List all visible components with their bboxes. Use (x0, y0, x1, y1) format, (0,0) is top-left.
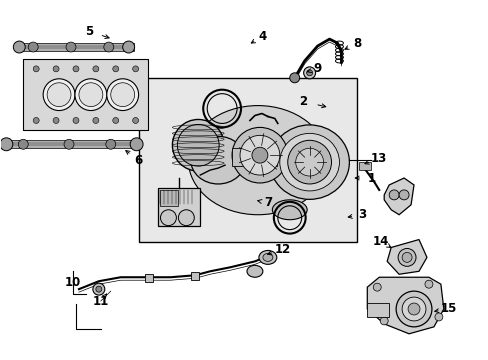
Bar (191, 272, 199, 280)
Text: 10: 10 (65, 276, 81, 289)
Text: 5: 5 (84, 24, 93, 38)
Ellipse shape (130, 138, 143, 151)
Circle shape (53, 66, 59, 72)
Circle shape (232, 127, 287, 183)
Circle shape (93, 283, 104, 295)
Circle shape (33, 66, 39, 72)
Bar (138, 78, 357, 242)
Circle shape (287, 140, 331, 184)
Circle shape (33, 117, 39, 123)
Circle shape (93, 117, 99, 123)
Bar (366, 303, 388, 317)
Circle shape (43, 79, 75, 111)
Text: 1: 1 (366, 171, 375, 185)
Ellipse shape (122, 41, 134, 53)
Circle shape (295, 148, 323, 176)
Polygon shape (384, 178, 413, 215)
Circle shape (18, 139, 28, 149)
Text: 2: 2 (299, 95, 307, 108)
Circle shape (434, 313, 442, 321)
Circle shape (178, 210, 194, 226)
Circle shape (66, 42, 76, 52)
Ellipse shape (13, 41, 25, 53)
Circle shape (64, 139, 74, 149)
Polygon shape (386, 239, 426, 274)
Circle shape (251, 147, 267, 163)
Text: 8: 8 (352, 37, 361, 50)
Ellipse shape (172, 120, 224, 171)
Ellipse shape (258, 251, 276, 264)
Ellipse shape (188, 105, 327, 215)
Circle shape (160, 210, 176, 226)
Circle shape (113, 66, 119, 72)
Circle shape (401, 297, 425, 321)
Polygon shape (366, 277, 443, 334)
Circle shape (103, 42, 114, 52)
Bar (160, 190, 178, 206)
Circle shape (380, 317, 387, 325)
Text: 12: 12 (274, 243, 290, 256)
Circle shape (47, 83, 71, 107)
Text: 6: 6 (134, 154, 142, 167)
Circle shape (303, 67, 315, 79)
Circle shape (28, 42, 38, 52)
Ellipse shape (263, 253, 272, 261)
Text: 9: 9 (313, 62, 321, 75)
Circle shape (111, 83, 134, 107)
Bar (144, 274, 152, 282)
Text: 15: 15 (440, 302, 456, 315)
Circle shape (113, 117, 119, 123)
Bar (19, 45, 133, 49)
Circle shape (397, 248, 415, 266)
Bar (19, 43, 133, 51)
Circle shape (132, 117, 138, 123)
Bar (6, 140, 141, 148)
Circle shape (407, 303, 419, 315)
Text: 7: 7 (263, 196, 271, 209)
Ellipse shape (279, 133, 339, 191)
Circle shape (75, 79, 106, 111)
Text: 3: 3 (358, 208, 366, 221)
Text: 11: 11 (93, 294, 109, 307)
Circle shape (79, 83, 102, 107)
Ellipse shape (190, 136, 245, 184)
Ellipse shape (0, 138, 13, 151)
Circle shape (424, 280, 432, 288)
Circle shape (398, 190, 408, 200)
Circle shape (306, 70, 312, 76)
Text: 4: 4 (258, 30, 266, 42)
Circle shape (96, 286, 102, 292)
Ellipse shape (269, 125, 349, 199)
Bar (359, 162, 370, 170)
Ellipse shape (177, 125, 219, 166)
Circle shape (73, 66, 79, 72)
Circle shape (388, 190, 398, 200)
Bar (6, 142, 141, 146)
Text: 13: 13 (370, 152, 386, 165)
Circle shape (132, 66, 138, 72)
Circle shape (395, 291, 431, 327)
Ellipse shape (246, 265, 263, 277)
Bar (232, 148, 276, 166)
Circle shape (289, 73, 299, 83)
Circle shape (372, 283, 381, 291)
Circle shape (240, 135, 279, 175)
Circle shape (53, 117, 59, 123)
Text: 14: 14 (372, 235, 388, 248)
Bar (158, 188, 200, 226)
Circle shape (401, 252, 411, 262)
Circle shape (106, 79, 138, 111)
Circle shape (93, 66, 99, 72)
Bar (23, 59, 147, 130)
Ellipse shape (272, 200, 306, 220)
Circle shape (73, 117, 79, 123)
Circle shape (105, 139, 116, 149)
